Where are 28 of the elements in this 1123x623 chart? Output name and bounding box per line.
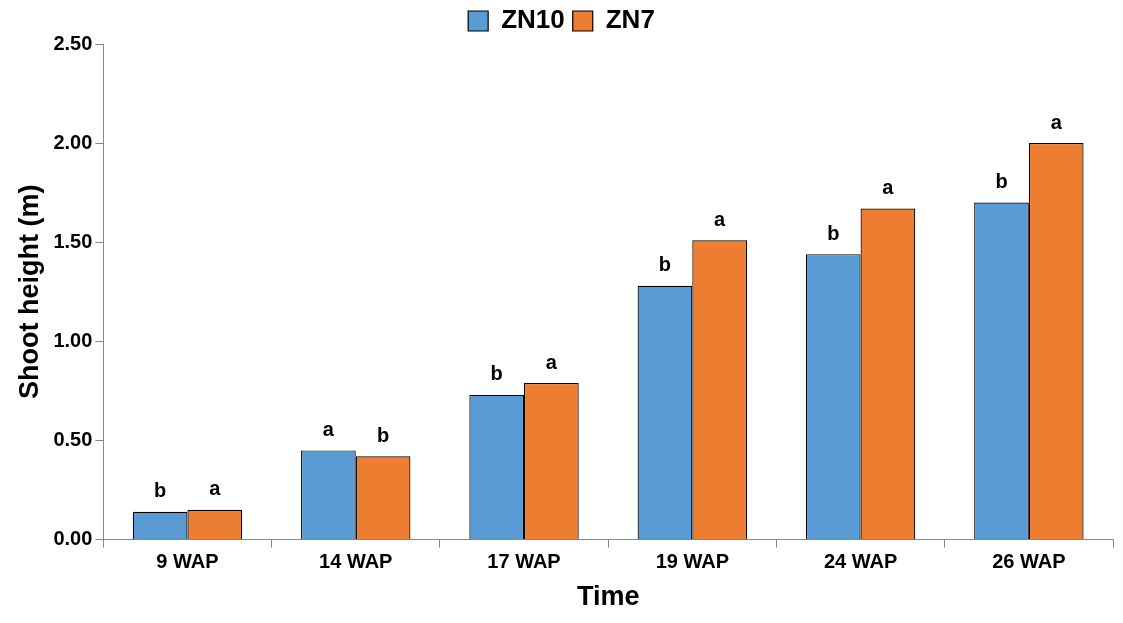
y-tick-label: 0.50 — [53, 428, 93, 450]
y-axis-title: Shoot height (m) — [13, 184, 44, 400]
annotation: b — [490, 362, 503, 385]
y-tick-label: 0.00 — [53, 527, 93, 550]
y-tick-label: 1.50 — [53, 229, 93, 252]
annotation: b — [995, 170, 1008, 193]
legend-label: ZN10 — [501, 4, 565, 35]
y-tick-label: 2.50 — [53, 31, 93, 54]
x-tick-label: 26 WAP — [992, 550, 1066, 573]
x-axis-title: Time — [576, 581, 640, 612]
x-tick-label: 24 WAP — [823, 550, 898, 573]
annotation: a — [1050, 110, 1063, 133]
annotation: b — [827, 221, 840, 244]
x-tick-label: 17 WAP — [487, 550, 561, 573]
annotation: b — [658, 253, 672, 276]
x-tick-label: 9 WAP — [156, 550, 219, 573]
annotation: a — [882, 176, 895, 199]
x-tick-label: 19 WAP — [655, 550, 729, 573]
x-tick-label: 14 WAP — [319, 550, 393, 573]
annotation: a — [545, 350, 558, 373]
annotation: a — [714, 207, 727, 230]
annotation: b — [154, 479, 167, 502]
annotation: a — [322, 417, 335, 440]
y-tick-label: 2.00 — [53, 130, 93, 153]
legend-label: ZN7 — [605, 4, 655, 35]
y-tick-label: 1.00 — [53, 328, 93, 351]
annotation: a — [209, 477, 222, 500]
annotation: b — [376, 423, 390, 446]
